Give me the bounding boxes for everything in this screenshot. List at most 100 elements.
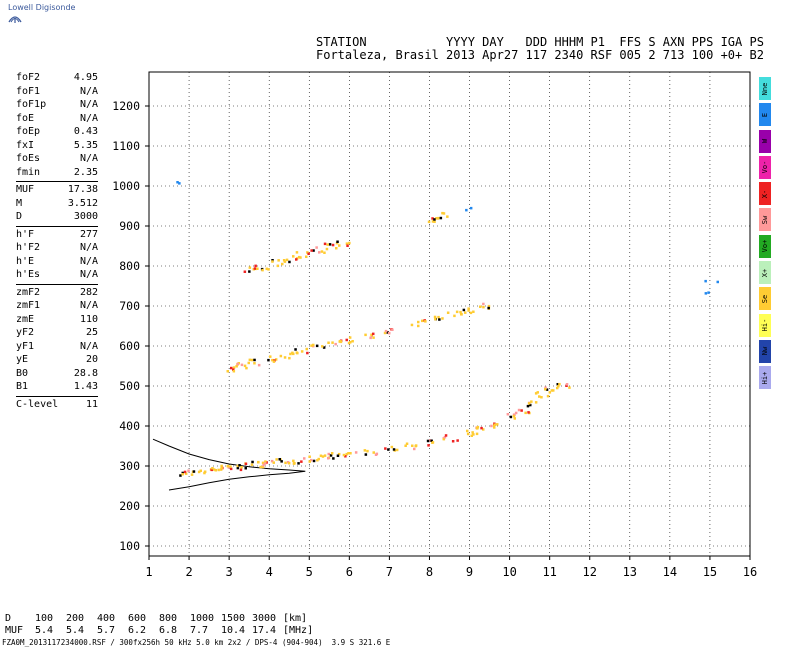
param-name: h'Es (16, 269, 41, 280)
echo-point (327, 457, 330, 460)
x-tick-label: 15 (703, 565, 717, 579)
param-row: foEp 0.43 (16, 125, 98, 139)
echo-point (424, 320, 427, 323)
x-tick-label: 3 (226, 565, 233, 579)
echo-point (370, 333, 373, 337)
echo-point (267, 358, 270, 362)
y-tick-label: 600 (119, 339, 140, 353)
echo-point (472, 433, 475, 436)
echo-point (210, 468, 213, 472)
echo-point (444, 434, 448, 437)
param-name: foEs (16, 153, 41, 164)
echo-point (317, 457, 320, 461)
echo-point (261, 461, 265, 465)
param-value: N/A (79, 300, 98, 311)
echo-point (262, 463, 265, 467)
echo-point (441, 211, 444, 215)
logo-text: Lowell Digisonde (8, 3, 76, 12)
echo-point (199, 469, 202, 472)
echo-point (310, 249, 313, 252)
legend-swatch: Se (759, 287, 771, 311)
param-name: B0 (16, 367, 29, 379)
polarization-legend: Nne E W Vo- X- Sw Vo+ X+ Se Hi- Nw Hi+ (759, 77, 771, 393)
echo-point (513, 417, 516, 420)
echo-point (411, 444, 414, 447)
echo-point (442, 437, 446, 441)
echo-point (271, 358, 274, 362)
echo-point (272, 461, 275, 464)
param-separator (16, 181, 98, 182)
echo-point (248, 358, 252, 362)
echo-point (524, 411, 527, 415)
scaled-parameters-panel: foF2 4.95 foF1 N/A foF1p N/A foE N/A foEp 0.43 fxI… (16, 71, 98, 411)
echo-point (479, 305, 482, 308)
echo-point (443, 436, 447, 439)
echo-point (548, 391, 552, 394)
legend-swatch: Hi- (759, 313, 771, 337)
echo-point (211, 467, 214, 470)
echo-point (428, 439, 432, 442)
echo-point (243, 364, 247, 368)
param-value: N/A (79, 242, 98, 253)
echo-point (240, 466, 243, 469)
echo-point (345, 242, 349, 245)
echo-point (271, 259, 274, 262)
table-cell: [km] (283, 613, 308, 624)
param-value: 3.512 (67, 197, 98, 209)
echo-point (281, 262, 284, 266)
echo-point (552, 389, 555, 392)
param-value: 282 (79, 286, 98, 298)
param-value: 3000 (73, 211, 98, 222)
echo-point (330, 452, 334, 455)
echo-point (482, 302, 485, 306)
echo-point (557, 385, 560, 388)
echo-point (332, 457, 335, 460)
echo-point (392, 448, 396, 451)
y-tick-label: 1100 (112, 139, 140, 153)
param-row: zmF1 N/A (16, 299, 98, 313)
echo-point (322, 346, 326, 349)
param-row: h'F 277 (16, 228, 98, 242)
echo-point (300, 460, 303, 463)
param-value: N/A (79, 99, 98, 110)
echo-point (315, 344, 319, 348)
echo-point (275, 458, 278, 461)
x-tick-label: 12 (583, 565, 597, 579)
muf-row: MUF 5.4 5.4 5.7 6.2 6.8 7.7 10.4 17.4 [MHz] (5, 625, 323, 637)
echo-point (348, 336, 352, 339)
echo-point (437, 216, 440, 220)
echo-point (434, 317, 437, 321)
echo-point (318, 251, 321, 254)
legend-label: Hi+ (761, 371, 769, 385)
x-tick-label: 2 (185, 565, 192, 579)
echo-point (391, 328, 394, 331)
table-cell: 1000 (190, 613, 215, 624)
echo-point (467, 307, 470, 310)
legend-label: Vo- (761, 161, 769, 174)
echo-point (214, 469, 217, 472)
legend-label: Vo+ (761, 239, 769, 253)
param-row: h'Es N/A (16, 268, 98, 282)
param-name: foF1 (16, 85, 41, 97)
echo-point (442, 212, 446, 215)
param-value: N/A (79, 112, 98, 124)
param-row: fmin 2.35 (16, 166, 98, 180)
table-cell: 7.7 (190, 625, 209, 636)
table-cell: 600 (128, 613, 147, 624)
legend-label: X- (761, 189, 769, 198)
echo-point (421, 319, 424, 323)
echo-point (184, 472, 188, 475)
echo-point (337, 452, 341, 456)
param-separator (16, 283, 98, 285)
echo-point (319, 454, 323, 457)
param-value: N/A (79, 153, 98, 164)
echo-point (426, 439, 430, 443)
echo-point (203, 471, 206, 475)
echo-point (349, 452, 352, 455)
param-name: yE (16, 354, 29, 365)
echo-point (226, 464, 229, 468)
echo-point (536, 391, 539, 394)
echo-point (363, 449, 367, 452)
echo-point (270, 459, 274, 463)
echo-point (323, 251, 326, 254)
